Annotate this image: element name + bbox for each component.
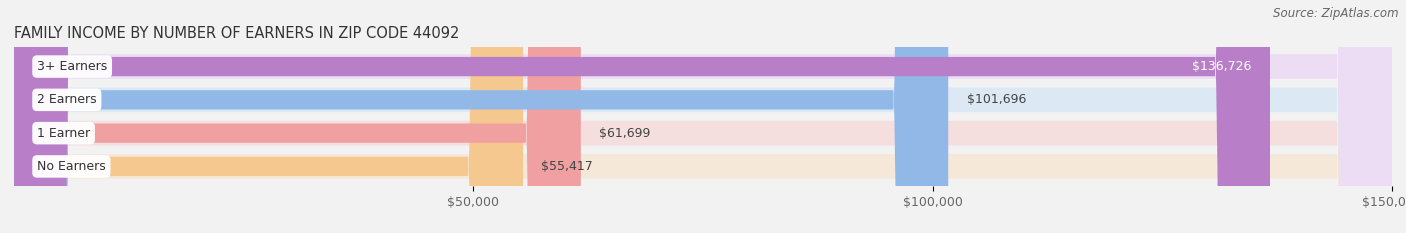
FancyBboxPatch shape bbox=[14, 0, 1392, 233]
Text: $61,699: $61,699 bbox=[599, 127, 651, 140]
FancyBboxPatch shape bbox=[14, 0, 523, 233]
Text: 3+ Earners: 3+ Earners bbox=[37, 60, 107, 73]
Text: $136,726: $136,726 bbox=[1192, 60, 1251, 73]
FancyBboxPatch shape bbox=[14, 0, 581, 233]
Text: FAMILY INCOME BY NUMBER OF EARNERS IN ZIP CODE 44092: FAMILY INCOME BY NUMBER OF EARNERS IN ZI… bbox=[14, 26, 460, 41]
FancyBboxPatch shape bbox=[14, 0, 1392, 233]
Text: 2 Earners: 2 Earners bbox=[37, 93, 97, 106]
Text: $101,696: $101,696 bbox=[966, 93, 1026, 106]
Text: No Earners: No Earners bbox=[37, 160, 105, 173]
FancyBboxPatch shape bbox=[14, 0, 948, 233]
FancyBboxPatch shape bbox=[14, 0, 1270, 233]
Text: 1 Earner: 1 Earner bbox=[37, 127, 90, 140]
Text: Source: ZipAtlas.com: Source: ZipAtlas.com bbox=[1274, 7, 1399, 20]
FancyBboxPatch shape bbox=[14, 0, 1392, 233]
FancyBboxPatch shape bbox=[14, 0, 1392, 233]
Text: $55,417: $55,417 bbox=[541, 160, 593, 173]
